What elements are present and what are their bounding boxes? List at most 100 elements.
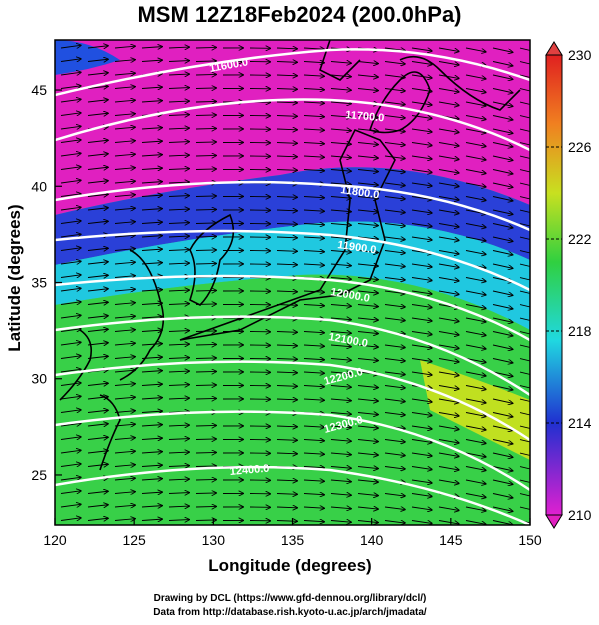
wind-arrow <box>114 60 135 62</box>
contour-line <box>55 410 530 492</box>
wind-arrow <box>465 398 486 403</box>
wind-arrow <box>141 209 162 210</box>
wind-arrow <box>438 466 459 470</box>
wind-arrow <box>492 290 513 295</box>
colorbar-tick-label: 214 <box>568 415 592 431</box>
wind-arrow <box>87 518 108 520</box>
wind-arrow <box>411 277 432 281</box>
wind-arrow <box>168 493 189 494</box>
field-band-blue <box>55 167 530 265</box>
x-tick-label: 135 <box>281 532 305 548</box>
contour-label: 11700.0 <box>345 109 385 124</box>
y-tick-label: 40 <box>31 178 47 194</box>
wind-arrow <box>87 329 108 331</box>
wind-arrow <box>384 494 405 497</box>
wind-arrow <box>195 169 216 170</box>
wind-arrow <box>303 62 324 63</box>
wind-arrow <box>438 277 459 281</box>
wind-arrow <box>60 302 81 305</box>
wind-arrow <box>384 183 405 186</box>
wind-arrow <box>114 276 135 278</box>
wind-arrow <box>465 277 486 282</box>
wind-arrow <box>303 426 324 427</box>
wind-arrow <box>195 88 216 89</box>
wind-arrow <box>492 88 513 93</box>
wind-arrow <box>303 345 324 346</box>
wind-arrow <box>330 426 351 428</box>
wind-arrow <box>60 504 81 507</box>
x-tick-label: 120 <box>43 532 67 548</box>
wind-arrow <box>60 410 81 413</box>
wind-arrow <box>168 331 189 332</box>
wind-arrow <box>330 359 351 361</box>
wind-arrow <box>384 48 405 51</box>
wind-arrow <box>438 74 459 78</box>
contour-line <box>55 229 530 292</box>
wind-arrow <box>141 465 162 466</box>
wind-arrow <box>195 506 216 507</box>
wind-arrow <box>411 344 432 348</box>
wind-arrow <box>384 453 405 456</box>
wind-arrow <box>87 140 108 142</box>
colorbar-tick-label: 230 <box>568 47 592 63</box>
wind-arrow <box>168 466 189 467</box>
wind-arrow <box>87 181 108 183</box>
wind-arrow <box>384 224 405 227</box>
wind-arrow <box>465 115 486 120</box>
wind-arrow <box>357 278 378 280</box>
wind-arrow <box>60 45 81 48</box>
wind-arrow <box>411 371 432 375</box>
wind-arrow <box>168 520 189 521</box>
wind-arrow <box>465 196 486 201</box>
wind-arrow <box>141 236 162 237</box>
wind-arrow <box>465 439 486 444</box>
wind-arrow <box>303 507 324 508</box>
wind-arrow <box>141 425 162 426</box>
wind-arrow <box>330 305 351 307</box>
wind-arrow <box>114 505 135 507</box>
wind-arrow <box>168 155 189 156</box>
wind-arrow <box>492 223 513 228</box>
wind-arrow <box>492 142 513 147</box>
wind-arrow <box>330 264 351 266</box>
wind-arrow <box>438 236 459 240</box>
wind-arrow <box>276 521 297 522</box>
wind-arrow <box>168 290 189 291</box>
wind-arrow <box>330 345 351 347</box>
wind-arrow <box>357 440 378 442</box>
wind-arrow <box>195 371 216 372</box>
colorbar-tick-label: 226 <box>568 139 592 155</box>
wind-arrow <box>195 425 216 426</box>
wind-arrow <box>357 467 378 469</box>
wind-arrow <box>411 466 432 470</box>
wind-arrow <box>330 210 351 212</box>
wind-arrow <box>114 222 135 224</box>
colorbar-ticks: 230 226 222 218 214 210 <box>546 47 592 523</box>
wind-arrow <box>60 99 81 102</box>
wind-arrow <box>357 305 378 307</box>
wind-arrow <box>141 101 162 102</box>
wind-arrow <box>60 275 81 278</box>
wind-arrow <box>384 467 405 470</box>
wind-arrow <box>114 168 135 170</box>
wind-arrow <box>87 154 108 156</box>
wind-arrow <box>384 372 405 375</box>
colorbar-max-triangle <box>545 41 563 56</box>
wind-arrow <box>141 330 162 331</box>
wind-arrow <box>438 479 459 483</box>
credits: Drawing by DCL (https://www.gfd-dennou.o… <box>55 592 525 620</box>
wind-arrow <box>114 397 135 399</box>
wind-arrow <box>384 210 405 213</box>
wind-arrow <box>114 478 135 480</box>
wind-arrow <box>411 169 432 173</box>
wind-arrow <box>465 358 486 363</box>
y-axis-ticks: 25 30 35 40 45 <box>31 82 62 483</box>
wind-vectors <box>60 45 530 525</box>
wind-arrow <box>465 452 486 457</box>
wind-arrow <box>168 425 189 426</box>
wind-arrow <box>411 317 432 321</box>
wind-arrow <box>411 196 432 200</box>
wind-arrow <box>330 467 351 469</box>
wind-arrow <box>168 385 189 386</box>
wind-arrow <box>492 452 513 457</box>
